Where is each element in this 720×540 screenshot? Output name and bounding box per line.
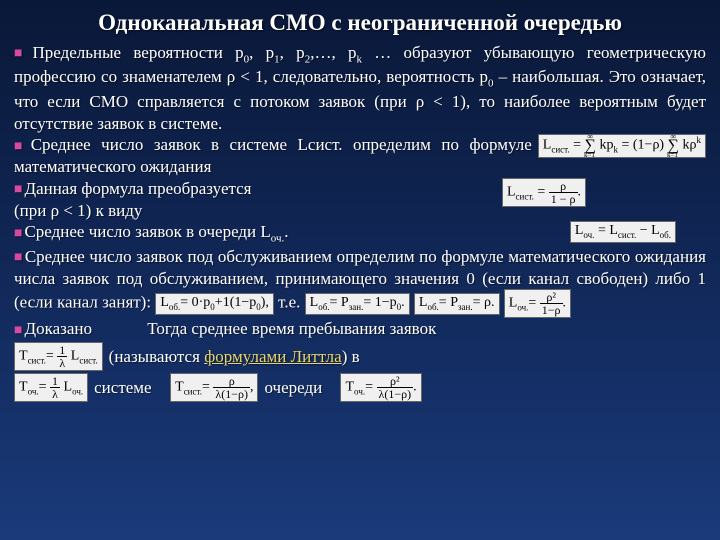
bullet-icon: ■ [14, 226, 22, 241]
text: очереди [264, 377, 334, 399]
para-1: ■Предельные вероятности p0, p1, p2,…, pk… [14, 42, 706, 134]
formula-lob-chain: Lоб.= Pзан.= 1−p0. [305, 293, 410, 315]
bullet-icon: ■ [14, 139, 29, 154]
formula-toch-frac: Tоч.= ρ²λ(1−ρ). [340, 373, 421, 402]
text: Данная формула преобразуется [24, 179, 251, 198]
text: , p [280, 43, 305, 62]
formula-lsist-frac: Lсист. = ρ1 − ρ. [502, 178, 586, 207]
formula-toch-lam: Tоч.= 1λ Lоч. [14, 373, 88, 402]
formula-loch-frac: Lоч.= ρ²1−ρ. [504, 289, 571, 318]
bullet-icon: ■ [14, 182, 22, 197]
text: (называются [109, 347, 205, 366]
formula-tsist-frac: Tсист.= ρλ(1−ρ), [170, 373, 258, 402]
para-2: Lсист. = ∑ ∞ k=1 kpk = (1−ρ) ∑ ∞ k=1 kρk… [14, 134, 706, 178]
para-3: Lсист. = ρ1 − ρ. ■Данная формула преобра… [14, 178, 706, 222]
text: ,…, p [310, 43, 356, 62]
subscript: оч. [271, 233, 285, 245]
bullet-icon: ■ [14, 46, 30, 61]
text: ) в [342, 347, 360, 366]
formula-lob-def: Lоб.= 0·p0+1(1−p0), [155, 293, 274, 315]
text: системе [94, 377, 164, 399]
text: Доказано [24, 319, 92, 338]
formula-loch: Lоч. = Lсист. − Lоб. [570, 221, 676, 243]
text: (при ρ < 1) к виду [14, 201, 142, 220]
formula-lob-rho: Lоб.= Pзан.= ρ. [414, 293, 500, 315]
bullet-icon: ■ [14, 323, 22, 338]
slide-title: Одноканальная СМО с неограниченной очере… [0, 0, 720, 42]
formula-lsist-sum: Lсист. = ∑ ∞ k=1 kpk = (1−ρ) ∑ ∞ k=1 kρk [538, 134, 706, 157]
para-4: Lоч. = Lсист. − Lоб. ■Среднее число заяв… [14, 221, 706, 245]
text: Предельные вероятности p [32, 43, 243, 62]
bottom-row-1: Tсист.= 1λ Lсист. (называются формулами … [14, 342, 706, 371]
text: Среднее число заявок в системе Lсист. оп… [14, 135, 532, 176]
bottom-row-2: Tоч.= 1λ Lоч. системе Tсист.= ρλ(1−ρ), о… [14, 373, 706, 402]
text: . [284, 222, 288, 241]
highlight-text: формулами Литтла [204, 347, 342, 366]
text: , p [249, 43, 274, 62]
bullet-icon: ■ [14, 250, 23, 265]
text: т.е. [278, 293, 300, 312]
text: Тогда среднее время пребывания заявок [147, 319, 436, 338]
formula-tsist-lam: Tсист.= 1λ Lсист. [14, 342, 103, 371]
para-6: ■Доказано Тогда среднее время пребывания… [14, 318, 706, 340]
text: Среднее число заявок в очереди L [24, 222, 270, 241]
slide-content: ■Предельные вероятности p0, p1, p2,…, pk… [0, 42, 720, 402]
para-5: ■Среднее число заявок под обслуживанием … [14, 246, 706, 319]
